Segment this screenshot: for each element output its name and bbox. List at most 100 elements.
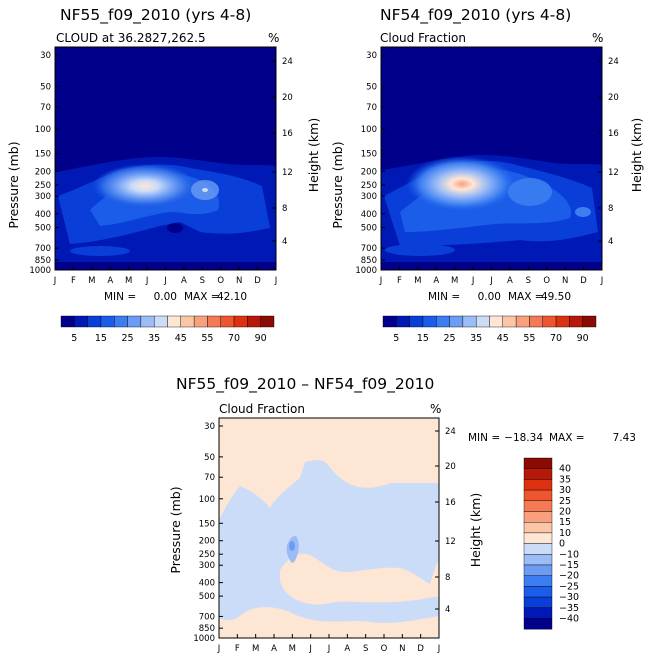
colorbar-label: 10 bbox=[559, 528, 571, 539]
colorbar-label: −25 bbox=[559, 581, 579, 592]
y-tick-label: 850 bbox=[35, 256, 51, 266]
x-tick-label: J bbox=[600, 276, 604, 286]
colorbar-swatch bbox=[220, 315, 235, 328]
panel-1-min-value: 0.00 bbox=[154, 291, 177, 303]
colorbar-swatch bbox=[523, 607, 553, 619]
colorbar-label: 35 bbox=[148, 333, 160, 344]
y-tick-label: 30 bbox=[204, 422, 215, 432]
panel-1: NF55_f09_2010 (yrs 4-8) CLOUD at 36.2827… bbox=[6, 6, 321, 344]
y-tick-label: 700 bbox=[199, 612, 215, 622]
colorbar-label: 15 bbox=[95, 333, 107, 344]
y2-tick-label: 12 bbox=[445, 537, 456, 547]
y-tick-label: 700 bbox=[35, 244, 51, 254]
x-tick-label: J bbox=[379, 276, 383, 286]
colorbar-label: 0 bbox=[559, 539, 565, 550]
panel-1-contour-field bbox=[55, 47, 276, 270]
x-tick-label: S bbox=[363, 644, 368, 654]
colorbar-swatch bbox=[523, 500, 553, 512]
panel-1-units: % bbox=[268, 31, 279, 45]
panel-3-subtitle: Cloud Fraction bbox=[219, 402, 305, 416]
y-tick-label: 70 bbox=[366, 103, 377, 113]
colorbar-label: 25 bbox=[122, 333, 134, 344]
y-tick-label: 150 bbox=[35, 150, 51, 160]
y2-tick-label: 20 bbox=[608, 93, 619, 103]
colorbar-label: 55 bbox=[201, 333, 213, 344]
colorbar-swatch bbox=[523, 489, 553, 502]
x-tick-label: A bbox=[344, 644, 350, 654]
y2-tick-label: 4 bbox=[282, 237, 287, 247]
colorbar-swatch bbox=[523, 522, 553, 534]
colorbar-swatch bbox=[475, 315, 490, 328]
colorbar-swatch bbox=[529, 315, 543, 328]
colorbar-swatch bbox=[555, 315, 570, 328]
y-tick-label: 300 bbox=[361, 192, 377, 202]
x-tick-label: F bbox=[235, 644, 240, 654]
colorbar-swatch bbox=[396, 315, 410, 328]
colorbar-swatch bbox=[462, 315, 477, 328]
panel-2-colorbar: 5 15 25 35 45 55 70 90 bbox=[382, 315, 597, 344]
colorbar-swatch bbox=[260, 315, 275, 328]
colorbar-swatch bbox=[193, 315, 208, 328]
colorbar-label: 40 bbox=[559, 464, 571, 475]
y2-tick-label: 24 bbox=[282, 57, 293, 67]
panel-2: NF54_f09_2010 (yrs 4-8) Cloud Fraction %… bbox=[330, 6, 644, 344]
colorbar-label: −15 bbox=[559, 560, 579, 571]
y-tick-label: 200 bbox=[361, 167, 377, 177]
y2-tick-label: 8 bbox=[445, 573, 450, 583]
x-tick-label: A bbox=[507, 276, 513, 286]
colorbar-swatch bbox=[582, 315, 597, 328]
colorbar-swatch bbox=[569, 315, 583, 328]
colorbar-swatch bbox=[523, 586, 553, 598]
y-tick-label: 50 bbox=[204, 453, 215, 463]
colorbar-swatch bbox=[247, 315, 261, 328]
panel-2-max-label: MAX = bbox=[508, 291, 544, 303]
x-tick-label: N bbox=[236, 276, 242, 286]
x-tick-label: M bbox=[451, 276, 458, 286]
y-tick-label: 50 bbox=[40, 82, 51, 92]
y-tick-label: 850 bbox=[199, 624, 215, 634]
y-tick-label: 700 bbox=[361, 244, 377, 254]
colorbar-label: 25 bbox=[559, 496, 571, 507]
colorbar-swatch bbox=[542, 315, 557, 328]
y-tick-label: 1000 bbox=[193, 634, 215, 644]
y2-tick-label: 24 bbox=[445, 427, 456, 437]
x-tick-label: A bbox=[433, 276, 439, 286]
colorbar-label: 45 bbox=[497, 333, 509, 344]
colorbar-swatch bbox=[180, 315, 195, 328]
colorbar-swatch bbox=[449, 315, 464, 328]
y-tick-label: 50 bbox=[366, 82, 377, 92]
x-tick-label: D bbox=[417, 644, 424, 654]
y-tick-label: 250 bbox=[35, 181, 51, 191]
colorbar-label: 25 bbox=[444, 333, 456, 344]
x-tick-label: J bbox=[274, 276, 278, 286]
colorbar-swatch bbox=[523, 564, 553, 576]
panel-1-y2-axis: 24 20 16 12 8 4 bbox=[272, 57, 293, 247]
colorbar-label: 70 bbox=[228, 333, 240, 344]
x-tick-label: S bbox=[200, 276, 205, 286]
y-tick-label: 500 bbox=[361, 224, 377, 234]
y-tick-label: 200 bbox=[35, 167, 51, 177]
panel-3-contour-field bbox=[219, 418, 439, 638]
x-tick-label: J bbox=[163, 276, 167, 286]
y2-tick-label: 16 bbox=[282, 129, 293, 139]
panel-2-units: % bbox=[592, 31, 603, 45]
x-tick-label: J bbox=[489, 276, 493, 286]
colorbar-label: 45 bbox=[175, 333, 187, 344]
x-tick-label: A bbox=[271, 644, 277, 654]
x-tick-label: S bbox=[526, 276, 531, 286]
colorbar-swatch bbox=[114, 315, 128, 328]
y-tick-label: 500 bbox=[35, 224, 51, 234]
y2-tick-label: 12 bbox=[282, 168, 293, 178]
panel-3-y2label: Height (km) bbox=[468, 493, 483, 567]
colorbar-label: 90 bbox=[255, 333, 267, 344]
y2-tick-label: 20 bbox=[445, 462, 456, 472]
panel-3-title: NF55_f09_2010 – NF54_f09_2010 bbox=[176, 375, 434, 394]
colorbar-swatch bbox=[167, 315, 182, 328]
colorbar-label: 35 bbox=[470, 333, 482, 344]
y-tick-label: 70 bbox=[204, 473, 215, 483]
colorbar-label: 15 bbox=[559, 517, 571, 528]
